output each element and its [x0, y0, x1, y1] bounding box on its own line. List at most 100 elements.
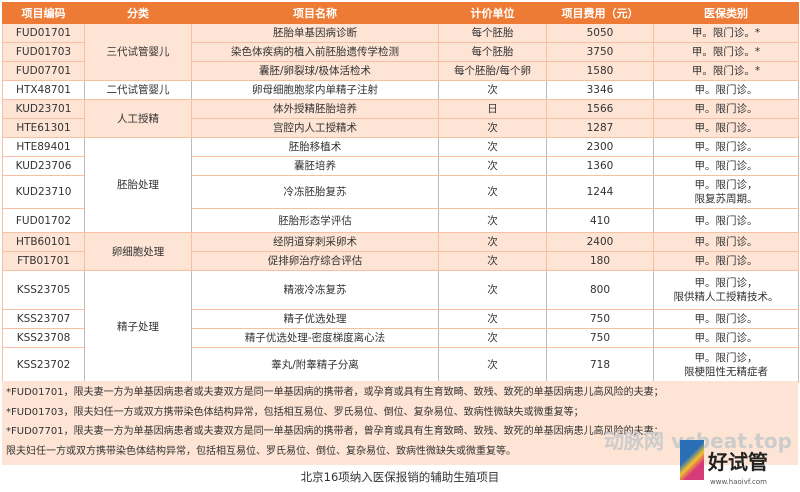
item-cost: 1580: [546, 61, 654, 81]
item-name: 冷冻胚胎复苏: [191, 175, 439, 209]
item-code: KUD23701: [2, 99, 85, 119]
item-code: KSS23702: [2, 347, 85, 383]
insurance-line: 甲。限门诊，: [694, 352, 758, 364]
item-unit: 日: [438, 99, 547, 119]
item-unit: 次: [438, 208, 547, 233]
table-row: HTE89401 胚胎处理 胚胎移植术次 2300 甲。限门诊。: [2, 137, 799, 233]
insurance-line: 甲。限门诊。: [694, 236, 758, 248]
logo: 好试管 www.haoivf.com: [680, 440, 768, 486]
item-name: 卵母细胞胞浆内单精子注射: [191, 80, 439, 100]
item-code: KSS23708: [2, 328, 85, 348]
item-unit: 次: [438, 118, 547, 138]
item-name: 经阴道穿刺采卵术: [191, 232, 439, 252]
header-insurance: 医保类别: [653, 2, 799, 24]
item-insurance: 甲。限门诊， 限梗阻性无精症者: [653, 347, 799, 383]
insurance-line: 甲。限门诊。: [694, 160, 758, 172]
table-row: KSS23705 精子处理 精液冷冻复苏次 800 甲。限门诊， 限供精人工授精技术。: [2, 270, 799, 383]
item-unit: 次: [438, 347, 547, 383]
caption: 北京16项纳入医保报销的辅助生殖项目: [300, 470, 500, 484]
item-code: FUD01702: [2, 208, 85, 233]
logo-text: 好试管: [708, 449, 768, 474]
table-row: KUD23710 冷冻胚胎复苏次 1244 甲。限门诊， 限复苏周期。: [2, 175, 799, 209]
item-code: HTE61301: [2, 118, 85, 138]
header-name: 项目名称: [191, 2, 439, 24]
footnote: 限夫妇任一方或双方携带染色体结构异常，包括相互易位、罗氏易位、倒位、复杂易位、致…: [6, 445, 516, 457]
insurance-note: 限梗阻性无精症者: [684, 366, 768, 378]
item-name: 宫腔内人工授精术: [191, 118, 439, 138]
item-insurance: 甲。限门诊。: [653, 118, 799, 138]
item-code: FUD01701: [2, 23, 85, 43]
item-code: HTE89401: [2, 137, 85, 157]
item-name: 囊胚/卵裂球/极体活检术: [191, 61, 439, 81]
insurance-note: 限复苏周期。: [694, 193, 758, 205]
table-row: HTB60101 卵细胞处理 经阴道穿刺采卵术次 2400 甲。限门诊。: [2, 232, 799, 271]
item-insurance: 甲。限门诊， 限供精人工授精技术。: [653, 270, 799, 310]
item-name: 胚胎形态学评估: [191, 208, 439, 233]
fertility-items-table: 项目编码 分类 项目名称 计价单位 项目费用（元） 医保类别 FUD01701 三…: [2, 2, 799, 383]
insurance-note: 限供精人工授精技术。: [673, 291, 779, 303]
item-cost: 1566: [546, 99, 654, 119]
item-cost: 2300: [546, 137, 654, 157]
item-code: KSS23707: [2, 309, 85, 329]
item-cost: 1287: [546, 118, 654, 138]
insurance-line: 甲。限门诊，: [694, 277, 758, 289]
insurance-line: 甲。限门诊。: [694, 332, 758, 344]
item-name: 精液冷冻复苏: [191, 270, 439, 310]
item-unit: 次: [438, 175, 547, 209]
item-insurance: 甲。限门诊。: [653, 328, 799, 348]
item-name: 睾丸/附睾精子分离: [191, 347, 439, 383]
item-name: 胚胎单基因病诊断: [191, 23, 439, 43]
table-row: FUD01702 胚胎形态学评估次 410 甲。限门诊。: [2, 208, 799, 233]
logo-icon: [680, 440, 704, 480]
insurance-line: 甲。限门诊。: [694, 84, 758, 96]
table-row: FUD01701 三代试管婴儿 胚胎单基因病诊断 每个胚胎 5050 甲。限门诊。*: [2, 23, 799, 81]
item-code: FUD01703: [2, 42, 85, 62]
insurance-line: 甲。限门诊。: [694, 103, 758, 115]
item-cost: 1244: [546, 175, 654, 209]
item-category: 卵细胞处理: [84, 232, 192, 271]
item-insurance: 甲。限门诊。: [653, 99, 799, 119]
item-unit: 每个胚胎: [438, 23, 547, 43]
item-insurance: 甲。限门诊。*: [653, 23, 799, 43]
item-unit: 每个胚胎: [438, 42, 547, 62]
item-insurance: 甲。限门诊。*: [653, 42, 799, 62]
item-unit: 次: [438, 309, 547, 329]
item-code: HTB60101: [2, 232, 85, 252]
item-cost: 750: [546, 309, 654, 329]
table-header: 项目编码 分类 项目名称 计价单位 项目费用（元） 医保类别: [2, 2, 799, 24]
table-row: HTX48701 二代试管婴儿 卵母细胞胞浆内单精子注射次 3346 甲。限门诊。: [2, 80, 799, 100]
item-name: 囊胚培养: [191, 156, 439, 176]
insurance-line: 甲。限门诊。: [694, 122, 758, 134]
item-code: KUD23710: [2, 175, 85, 209]
table-row: KSS23707 精子优选处理次 750 甲。限门诊。: [2, 309, 799, 329]
item-insurance: 甲。限门诊。: [653, 251, 799, 271]
item-insurance: 甲。限门诊。: [653, 208, 799, 233]
item-category: 精子处理: [84, 270, 192, 383]
item-insurance: 甲。限门诊。: [653, 232, 799, 252]
item-cost: 3750: [546, 42, 654, 62]
item-cost: 800: [546, 270, 654, 310]
insurance-line: 甲。限门诊。*: [691, 65, 761, 77]
insurance-line: 甲。限门诊。: [694, 255, 758, 267]
insurance-line: 甲。限门诊。: [694, 141, 758, 153]
table-row: FUD01703 染色体疾病的植入前胚胎遗传学检测 每个胚胎 3750 甲。限门诊。*: [2, 42, 799, 62]
item-name: 促排卵治疗综合评估: [191, 251, 439, 271]
item-name: 精子优选处理: [191, 309, 439, 329]
item-cost: 1360: [546, 156, 654, 176]
footnote: *FUD01701，限夫妻一方为单基因病患者或夫妻双方是同一单基因病的携带者，或…: [6, 387, 664, 398]
item-category: 二代试管婴儿: [84, 80, 192, 100]
item-cost: 2400: [546, 232, 654, 252]
insurance-line: 甲。限门诊。*: [691, 46, 761, 58]
item-code: FUD07701: [2, 61, 85, 81]
header-category: 分类: [84, 2, 192, 24]
header-code: 项目编码: [2, 2, 85, 24]
table-row: KSS23702 睾丸/附睾精子分离次 718 甲。限门诊， 限梗阻性无精症者: [2, 347, 799, 383]
item-name: 精子优选处理-密度梯度离心法: [191, 328, 439, 348]
insurance-line: 甲。限门诊。: [694, 214, 758, 227]
item-code: KSS23705: [2, 270, 85, 310]
item-unit: 次: [438, 137, 547, 157]
footnote: *FUD01703，限夫妇任一方或双方携带染色体结构异常，包括相互易位、罗氏易位…: [6, 406, 584, 418]
item-cost: 3346: [546, 80, 654, 100]
item-unit: 次: [438, 251, 547, 271]
insurance-line: 甲。限门诊，: [694, 179, 758, 191]
